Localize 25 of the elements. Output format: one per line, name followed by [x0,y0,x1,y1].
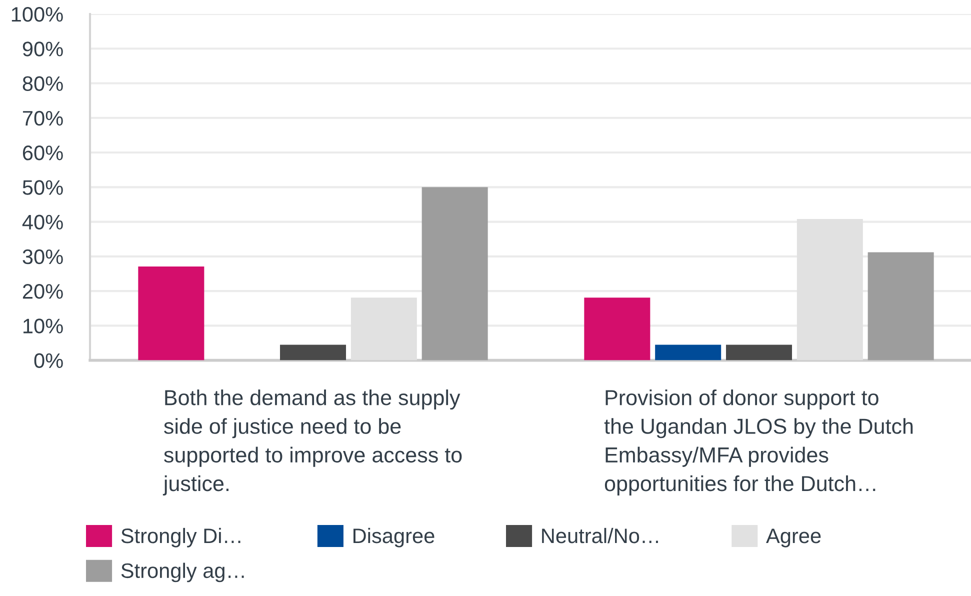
y-tick-label: 90% [22,42,63,56]
bar [422,187,488,360]
y-tick-label: 10% [24,318,63,334]
y-tick-label: 100% [12,7,63,22]
legend-label: Neutral/No… [542,528,658,544]
bar [584,298,650,360]
bar [655,344,722,360]
y-tick-label: 70% [22,110,63,126]
y-tick-label: 20% [22,284,63,299]
x-tick-label: Both the demand as the supply side of justice need to be supported to improve access to justice. [162,389,462,496]
y-tick-label: 50% [22,180,63,195]
legend-label: Strongly Di… [121,528,240,548]
y-tick-label: 60% [22,146,63,160]
y-tick-label: 40% [22,214,63,230]
y-tick-label: 0% [34,353,63,368]
bar [280,344,346,360]
legend-label: Disagree [354,528,434,548]
legend-label: Agree [766,528,821,548]
y-tick-label: 30% [22,249,63,264]
legend-label: Strongly ag… [121,562,244,582]
bar [726,344,792,360]
bar [138,266,204,360]
x-tick-label: Provision of donor support to the Ugandan JLOS by the Dutch Embassy/MFA provides opportunities for the Dutch… [604,389,913,496]
bar [868,252,934,360]
y-tick-label: 80% [22,76,63,92]
